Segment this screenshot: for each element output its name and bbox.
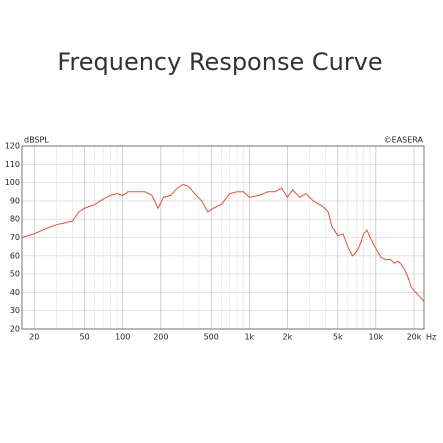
y-tick-label: 100 bbox=[5, 178, 20, 187]
x-tick-label: 100 bbox=[115, 333, 130, 342]
response-curve bbox=[21, 183, 425, 302]
y-tick-label: 20 bbox=[10, 325, 20, 334]
y-tick-label: 50 bbox=[10, 270, 20, 279]
y-tick-label: 110 bbox=[5, 160, 20, 169]
x-tick-label: 500 bbox=[204, 333, 219, 342]
chart-title: Frequency Response Curve bbox=[57, 48, 382, 76]
y-tick-label: 60 bbox=[10, 251, 20, 260]
x-tick-label: 5k bbox=[333, 333, 343, 342]
x-tick-label: 50 bbox=[80, 333, 90, 342]
x-tick-label: 1k bbox=[244, 333, 254, 342]
x-tick-label: 20k bbox=[407, 333, 422, 342]
x-tick-label: 20 bbox=[29, 333, 39, 342]
y-tick-label: 40 bbox=[10, 288, 20, 297]
y-axis-label: dBSPL bbox=[24, 136, 49, 145]
x-tick-label: 2k bbox=[283, 333, 293, 342]
y-tick-label: 90 bbox=[10, 196, 20, 205]
y-tick-label: 30 bbox=[10, 306, 20, 315]
x-tick-label: 200 bbox=[153, 333, 168, 342]
y-tick-label: 80 bbox=[10, 215, 20, 224]
y-tick-label: 120 bbox=[5, 142, 20, 151]
x-axis-label: Hz bbox=[426, 333, 436, 342]
y-tick-label: 70 bbox=[10, 233, 20, 242]
credit: ©EASERA bbox=[384, 136, 424, 145]
x-tick-label: 10k bbox=[368, 333, 383, 342]
